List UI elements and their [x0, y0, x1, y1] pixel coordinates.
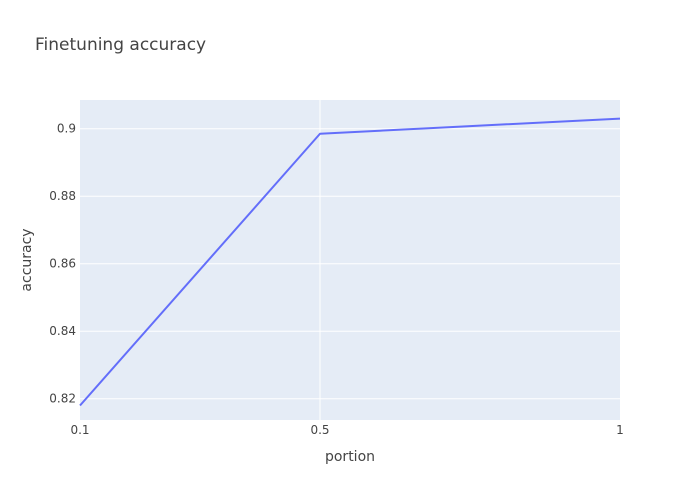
y-tick-label: 0.88: [49, 189, 76, 203]
tick-layer: 0.82 0.84 0.86 0.88 0.9 0.1 0.5 1: [49, 122, 624, 437]
line-layer: [79, 117, 621, 407]
x-tick-label: 0.1: [70, 423, 89, 437]
y-tick-label: 0.9: [57, 122, 76, 136]
chart-title: Finetuning accuracy: [35, 35, 206, 55]
x-axis-title: portion: [325, 449, 375, 465]
y-tick-label: 0.82: [49, 392, 76, 406]
y-tick-label: 0.86: [49, 257, 76, 271]
grid-layer: [80, 100, 620, 420]
x-tick-label: 0.5: [310, 423, 329, 437]
y-tick-label: 0.84: [49, 324, 76, 338]
y-axis-title: accuracy: [19, 228, 35, 291]
plot-background: [80, 100, 620, 420]
x-tick-label: 1: [616, 423, 624, 437]
series-line: [79, 117, 621, 407]
